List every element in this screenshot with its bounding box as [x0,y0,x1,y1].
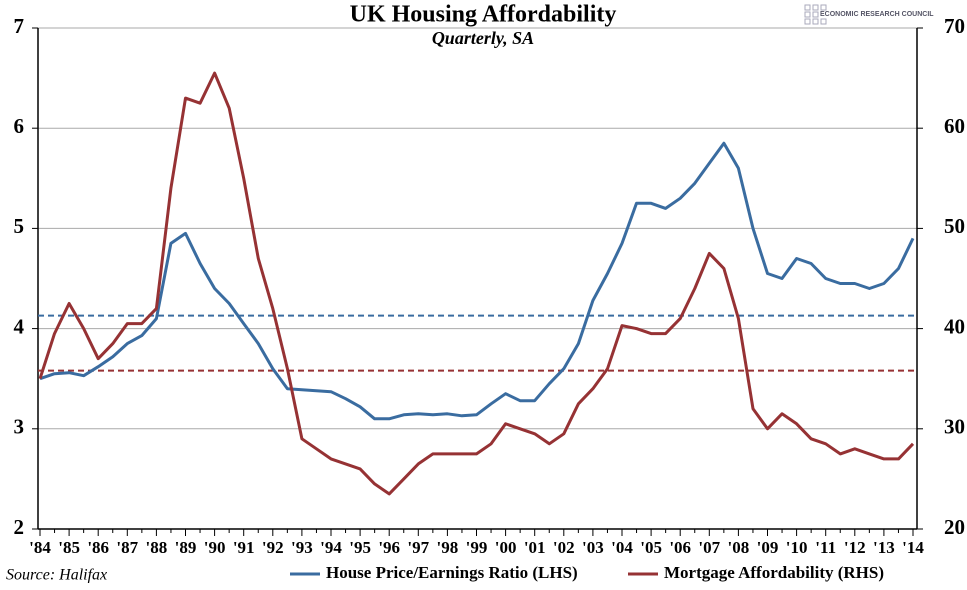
x-tick-label: '89 [175,538,197,557]
x-tick-label: '12 [844,538,866,557]
x-tick-label: '06 [669,538,691,557]
x-tick-label: '01 [524,538,546,557]
y2-tick-label: 60 [944,114,965,138]
y2-tick-label: 30 [944,415,965,439]
chart-subtitle: Quarterly, SA [432,28,534,48]
x-tick-label: '09 [757,538,779,557]
x-tick-label: '84 [29,538,51,557]
x-tick-label: '88 [146,538,168,557]
x-tick-label: '11 [815,538,836,557]
x-tick-label: '07 [698,538,720,557]
x-tick-label: '08 [728,538,750,557]
x-tick-label: '90 [204,538,226,557]
y2-tick-label: 40 [944,314,965,338]
x-tick-label: '10 [786,538,808,557]
y-tick-label: 2 [14,515,25,539]
y2-tick-label: 50 [944,214,965,238]
y-tick-label: 3 [14,415,25,439]
series-line [39,141,915,421]
x-tick-label: '94 [320,538,342,557]
x-tick-label: '95 [349,538,371,557]
x-tick-label: '97 [407,538,429,557]
x-tick-label: '03 [582,538,604,557]
y-tick-label: 7 [14,14,25,38]
series-line [38,71,915,496]
x-tick-label: '96 [378,538,400,557]
x-tick-label: '02 [553,538,575,557]
x-tick-label: '98 [437,538,459,557]
x-tick-label: '00 [495,538,517,557]
x-tick-label: '14 [902,538,924,557]
logo [804,4,827,25]
y-tick-label: 6 [14,114,25,138]
y-tick-label: 5 [14,214,25,238]
x-tick-label: '92 [262,538,284,557]
x-tick-label: '99 [466,538,488,557]
source: Source: Halifax [6,567,107,584]
legend-label: Mortgage Affordability (RHS) [664,563,884,582]
x-tick-label: '05 [640,538,662,557]
y2-tick-label: 70 [944,14,965,38]
x-tick-label: '85 [58,538,80,557]
legend-label: House Price/Earnings Ratio (LHS) [326,563,578,582]
logo-text: ECONOMIC RESEARCH COUNCIL [820,11,934,18]
x-tick-label: '86 [87,538,109,557]
y-tick-label: 4 [14,314,25,338]
x-tick-label: '93 [291,538,313,557]
chart-title: UK Housing Affordability [350,2,617,28]
y2-tick-label: 20 [944,515,965,539]
x-tick-label: '91 [233,538,255,557]
x-tick-label: '13 [873,538,895,557]
x-tick-label: '04 [611,538,633,557]
x-tick-label: '87 [116,538,138,557]
